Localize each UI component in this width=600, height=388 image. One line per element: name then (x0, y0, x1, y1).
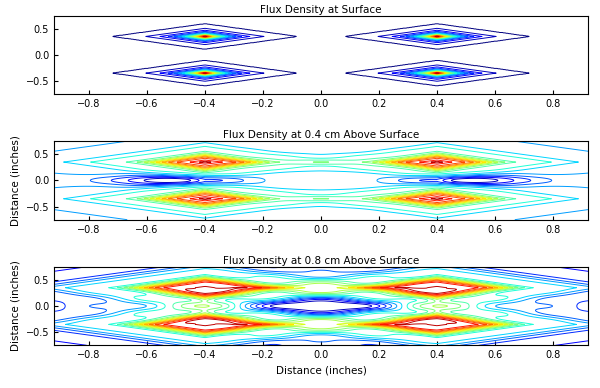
Y-axis label: Distance (inches): Distance (inches) (10, 261, 20, 352)
Title: Flux Density at Surface: Flux Density at Surface (260, 5, 382, 15)
Title: Flux Density at 0.4 cm Above Surface: Flux Density at 0.4 cm Above Surface (223, 130, 419, 140)
Title: Flux Density at 0.8 cm Above Surface: Flux Density at 0.8 cm Above Surface (223, 256, 419, 266)
Y-axis label: Distance (inches): Distance (inches) (10, 135, 20, 226)
X-axis label: Distance (inches): Distance (inches) (275, 366, 367, 376)
